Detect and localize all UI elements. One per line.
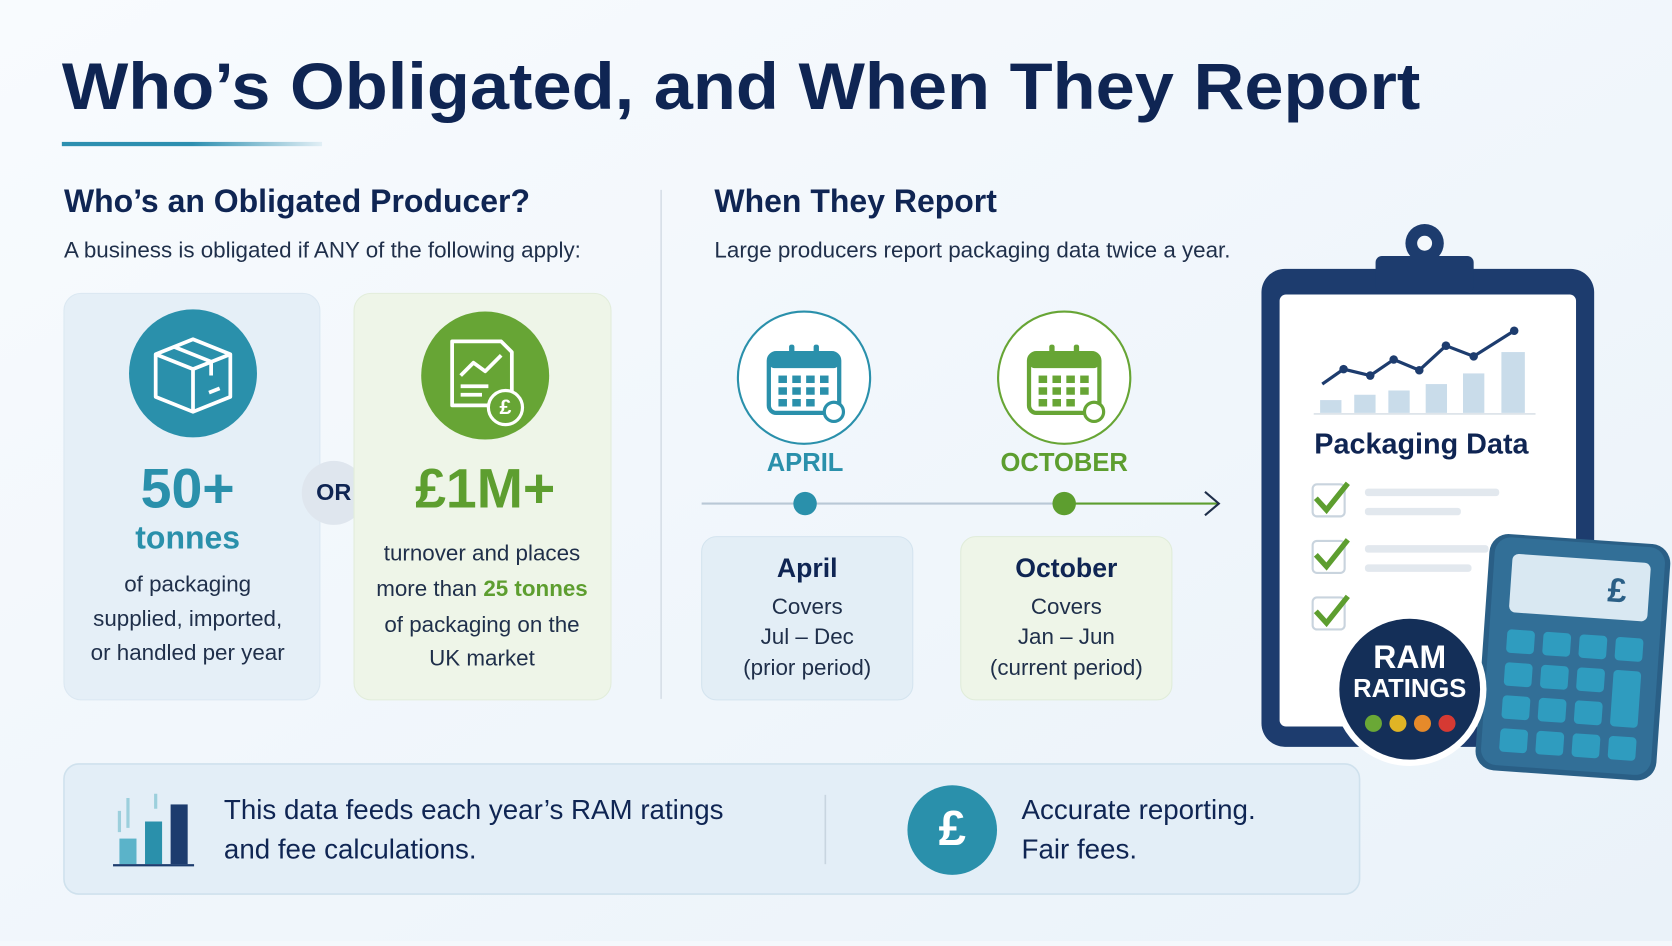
currency-badge	[486, 388, 525, 427]
calendar-icon	[1029, 345, 1104, 422]
period-title: October	[1015, 553, 1117, 583]
badge-title: RAM	[1373, 639, 1446, 675]
criteria-card	[353, 292, 612, 701]
section-intro: A business is obligated if ANY of the fo…	[64, 238, 581, 263]
clipboard-title: Packaging Data	[1314, 429, 1529, 461]
criteria-text: or handled per year	[91, 640, 286, 665]
period-text: (prior period)	[743, 655, 871, 680]
clipboard-clip	[1375, 256, 1474, 293]
document-glyph	[450, 339, 514, 408]
calendar-icon	[769, 345, 844, 422]
criteria-text: UK market	[429, 645, 535, 670]
footer-text: and fee calculations.	[224, 834, 477, 865]
footer-text: Fair fees.	[1022, 834, 1138, 865]
period-card	[960, 536, 1173, 701]
currency-symbol: £	[500, 395, 512, 419]
criteria-figure: £1M+	[415, 458, 555, 520]
turnover-icon	[421, 311, 550, 440]
paper-chart-points	[1339, 326, 1519, 380]
pound-icon	[907, 785, 998, 875]
period-text: Jul – Dec	[761, 624, 854, 649]
criteria-text: of packaging	[124, 572, 251, 597]
criteria-text: supplied, imported,	[93, 606, 282, 631]
checklist	[1311, 481, 1500, 631]
criteria-highlight: 25 tonnes	[483, 576, 587, 601]
pound-symbol: £	[939, 802, 966, 856]
criteria-unit: tonnes	[135, 519, 240, 555]
or-label: OR	[316, 479, 351, 505]
box-glyph	[153, 337, 233, 414]
section-heading: Who’s an Obligated Producer?	[64, 183, 530, 219]
or-badge	[301, 460, 366, 525]
period-text: Covers	[1031, 594, 1102, 619]
criteria-figure: 50+	[141, 458, 235, 520]
criteria-text: more than 25 tonnes	[376, 576, 588, 601]
clipboard-clip-hole	[1417, 235, 1433, 251]
period-text: Jan – Jun	[1018, 624, 1115, 649]
bar-icon	[113, 793, 195, 867]
period-text: (current period)	[990, 655, 1143, 680]
page-title: Who’s Obligated, and When They Report	[62, 50, 1421, 124]
period-card	[701, 536, 914, 701]
timeline-dot	[1052, 491, 1076, 516]
footer-text: This data feeds each year’s RAM ratings	[224, 794, 724, 825]
title-underline	[61, 141, 323, 147]
criteria-text: turnover and places	[384, 541, 580, 566]
period-title: April	[777, 553, 838, 583]
rating-dots	[1364, 714, 1456, 732]
month-label: OCTOBER	[1000, 449, 1127, 477]
footer-text: Accurate reporting.	[1022, 794, 1256, 825]
section-intro: Large producers report packaging data tw…	[714, 238, 1230, 263]
calculator: £	[1475, 534, 1671, 781]
month-label: APRIL	[767, 449, 844, 477]
footer-panel	[63, 763, 1361, 895]
period-text: Covers	[772, 594, 843, 619]
timeline-arrow	[1204, 491, 1221, 517]
timeline-dot	[793, 491, 817, 516]
paper-chart-line	[1321, 329, 1516, 386]
criteria-text: of packaging on the	[384, 612, 579, 637]
badge-subtitle: RATINGS	[1353, 675, 1466, 703]
paper-chart-bars	[1320, 352, 1525, 413]
calculator-symbol: £	[1606, 571, 1628, 610]
criteria-text-part: more than	[376, 576, 477, 601]
section-heading: When They Report	[714, 183, 997, 219]
